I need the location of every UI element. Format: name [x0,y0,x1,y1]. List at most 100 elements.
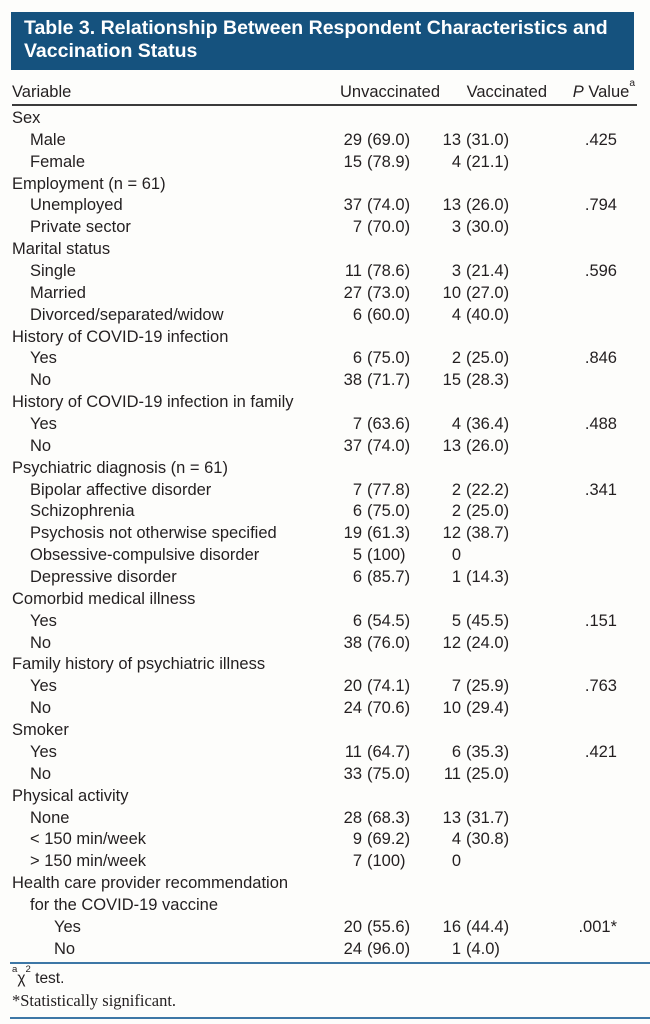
unvaccinated-cell: 24 (96.0) [320,939,440,961]
unvaccinated-cell: 6 (75.0) [320,501,440,523]
row-label: Yes [30,677,57,696]
p-value-cell [547,239,637,261]
unvaccinated-cell [320,327,440,349]
column-variable: Variable [12,83,72,101]
vaccinated-cell [440,108,547,130]
count: 6 [352,568,362,587]
row-label: Female [30,152,86,171]
count: 24 [343,939,362,958]
vaccinated-cell [440,873,547,895]
count: 2 [451,502,461,521]
p-value-cell [547,895,637,917]
count [440,873,461,895]
p-value-cell [547,851,637,873]
count [440,392,461,414]
table-row: for the COVID-19 vaccine [0,895,650,917]
count: 2 [451,480,461,499]
chi-footnote-marker: a [12,964,18,976]
count [320,786,362,808]
chi-footnote-text: test. [30,969,65,987]
row-label: Employment (n = 61) [12,174,166,193]
unvaccinated-cell [320,458,440,480]
count: 20 [343,677,362,696]
unvaccinated-cell [320,873,440,895]
vaccinated-cell: 2 (25.0) [440,501,547,523]
unvaccinated-cell: 28 (68.3) [320,808,440,830]
table-row: Yes 11 (64.7) 6 (35.3) .421 [0,742,650,764]
table-row: Psychiatric diagnosis (n = 61) [0,458,650,480]
unvaccinated-cell: 15 (78.9) [320,152,440,174]
count [440,108,461,130]
vaccinated-cell [440,589,547,611]
count: 1 [451,568,461,587]
count: 7 [352,218,362,237]
table-row: Bipolar affective disorder 7 (77.8) 2 (22.2)… [0,480,650,502]
percent: (40.0) [466,305,510,324]
p-value-cell: .596 [584,262,617,281]
unvaccinated-cell: 6 (75.0) [320,348,440,370]
vaccinated-cell [440,327,547,349]
vaccinated-cell: 0 [440,851,547,873]
vaccinated-cell [440,654,547,676]
p-value-cell [547,152,637,174]
row-label: History of COVID-19 infection [12,327,229,346]
table-row: > 150 min/week 7 (100) 0 [0,851,650,873]
vaccinated-cell [440,720,547,742]
percent: (96.0) [367,939,411,958]
percent: (73.0) [367,283,411,302]
count: 7 [352,480,362,499]
percent: (100) [367,546,406,565]
percent: (25.9) [466,677,510,696]
p-value-cell: .151 [584,611,617,630]
count: 1 [451,939,461,958]
unvaccinated-cell: 11 (64.7) [320,742,440,764]
percent: (75.0) [367,349,411,368]
percent: (68.3) [367,808,411,827]
p-value-cell [547,283,637,305]
table-title-line2: Vaccination Status [24,40,198,62]
table-row: History of COVID-19 infection in family [0,392,650,414]
percent: (25.0) [466,764,510,783]
count: 7 [451,677,461,696]
row-label: Divorced/separated/widow [30,305,224,324]
p-value-footnote-marker: a [629,77,635,89]
table-row: Yes 6 (54.5) 5 (45.5) .151 [0,611,650,633]
table-title-line1: Table 3. Relationship Between Respondent… [24,17,608,39]
row-label: Depressive disorder [30,568,177,587]
vaccinated-cell: 16 (44.4) [440,917,547,939]
percent: (74.0) [367,196,411,215]
table-row: Physical activity [0,786,650,808]
bottom-rule [10,1016,650,1019]
count [440,589,461,611]
row-label: Single [30,262,76,281]
table-title-bar: Table 3. Relationship Between Respondent… [11,12,634,70]
percent: (25.0) [466,502,510,521]
row-label: < 150 min/week [30,830,147,849]
count: 5 [451,611,461,630]
row-label: History of COVID-19 infection in family [12,393,294,412]
percent: (100) [367,852,406,871]
unvaccinated-cell: 7 (77.8) [320,480,440,502]
row-label: > 150 min/week [30,852,147,871]
unvaccinated-cell: 20 (74.1) [320,676,440,698]
table-row: Employment (n = 61) [0,174,650,196]
percent: (70.6) [367,699,411,718]
unvaccinated-cell [320,654,440,676]
table-row: < 150 min/week 9 (69.2) 4 (30.8) [0,829,650,851]
count: 16 [442,917,461,936]
p-value-cell [547,545,637,567]
footnote-chi-squared: aχ2 test. [12,965,650,990]
table-row: No 24 (96.0) 1 (4.0) [0,939,650,961]
vaccinated-cell: 12 (38.7) [440,523,547,545]
percent: (35.3) [466,742,510,761]
count [320,873,362,895]
count: 27 [343,283,362,302]
count [440,327,461,349]
count [320,392,362,414]
table-row: No 33 (75.0) 11 (25.0) [0,764,650,786]
vaccinated-cell [440,786,547,808]
percent: (38.7) [466,524,510,543]
count: 0 [451,852,461,871]
p-value-cell: .763 [584,677,617,696]
unvaccinated-cell [320,108,440,130]
